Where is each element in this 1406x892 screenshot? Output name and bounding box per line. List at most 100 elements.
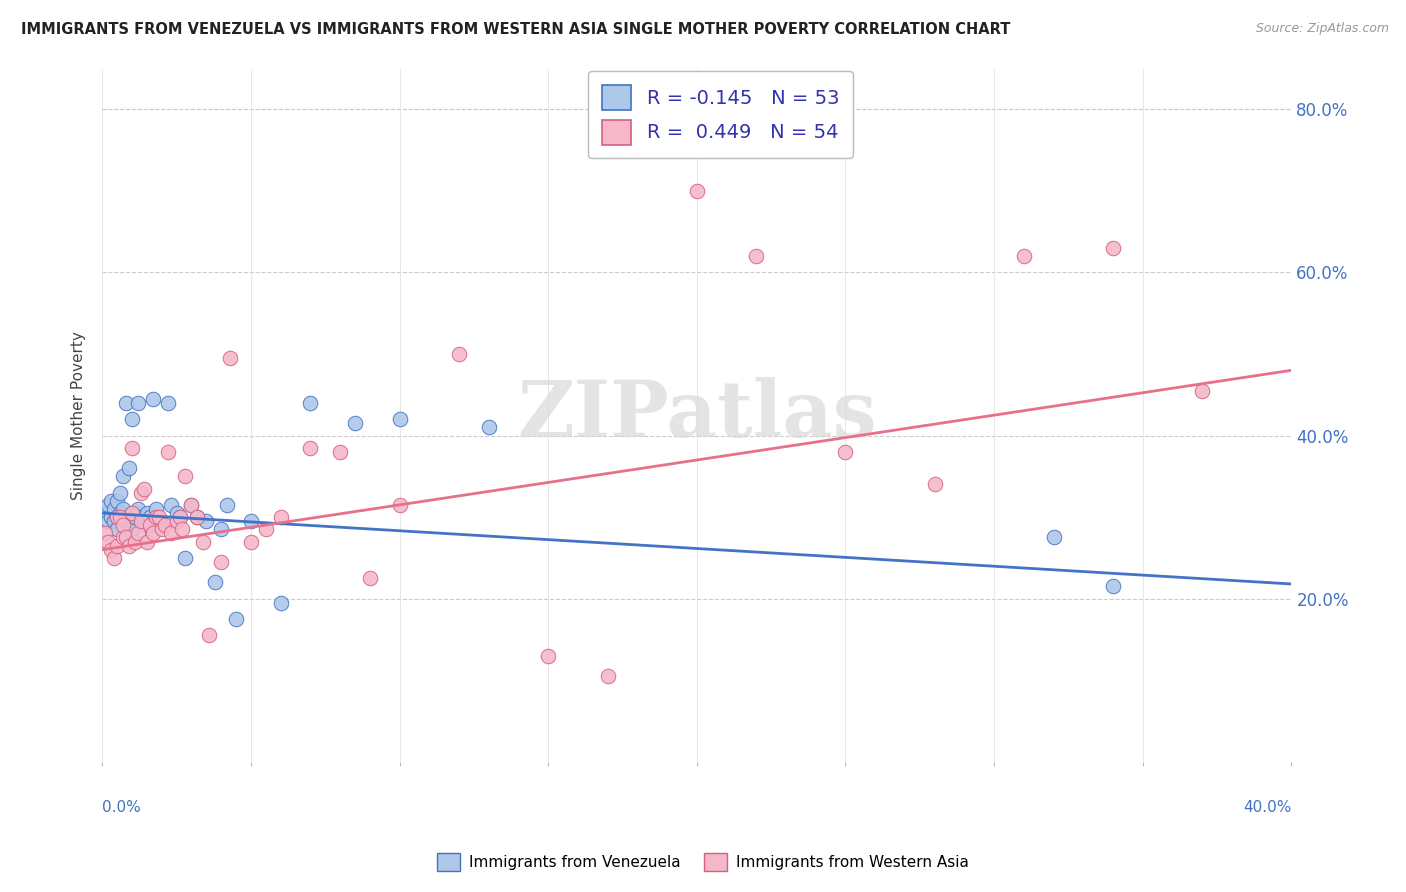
Point: [745, 249, 768, 263]
Point: [111, 531, 134, 545]
Point: [118, 461, 141, 475]
Point: [105, 539, 128, 553]
Point: [193, 534, 215, 549]
Point: [121, 506, 143, 520]
Point: [108, 510, 131, 524]
Point: [103, 502, 125, 516]
Point: [219, 351, 242, 365]
Point: [115, 531, 138, 545]
Legend: R = -0.145   N = 53, R =  0.449   N = 54: R = -0.145 N = 53, R = 0.449 N = 54: [588, 71, 853, 158]
Point: [108, 506, 131, 520]
Point: [97, 498, 120, 512]
Point: [217, 498, 239, 512]
Point: [127, 502, 149, 516]
Point: [159, 498, 181, 512]
Text: 0.0%: 0.0%: [103, 800, 141, 815]
Text: Source: ZipAtlas.com: Source: ZipAtlas.com: [1256, 22, 1389, 36]
Point: [135, 506, 157, 520]
Point: [180, 498, 202, 512]
Point: [537, 648, 560, 663]
Point: [150, 522, 173, 536]
Point: [166, 514, 188, 528]
Point: [105, 510, 128, 524]
Point: [100, 493, 122, 508]
Point: [145, 510, 167, 524]
Point: [186, 510, 208, 524]
Point: [834, 445, 856, 459]
Point: [254, 522, 277, 536]
Point: [115, 514, 138, 528]
Y-axis label: Single Mother Poverty: Single Mother Poverty: [72, 331, 86, 500]
Point: [111, 502, 134, 516]
Point: [145, 502, 167, 516]
Point: [209, 522, 232, 536]
Point: [118, 510, 141, 524]
Point: [186, 510, 208, 524]
Point: [121, 522, 143, 536]
Point: [166, 506, 188, 520]
Point: [174, 550, 197, 565]
Point: [209, 555, 232, 569]
Point: [924, 477, 946, 491]
Point: [127, 396, 149, 410]
Point: [299, 396, 322, 410]
Point: [204, 575, 226, 590]
Point: [121, 506, 143, 520]
Point: [97, 534, 120, 549]
Point: [115, 396, 138, 410]
Point: [1042, 531, 1064, 545]
Point: [94, 506, 117, 520]
Point: [111, 518, 134, 533]
Point: [270, 510, 292, 524]
Point: [124, 510, 146, 524]
Point: [103, 514, 125, 528]
Point: [108, 485, 131, 500]
Point: [198, 628, 221, 642]
Point: [135, 534, 157, 549]
Point: [299, 441, 322, 455]
Point: [127, 526, 149, 541]
Point: [132, 482, 155, 496]
Point: [100, 542, 122, 557]
Point: [478, 420, 501, 434]
Point: [124, 534, 146, 549]
Point: [111, 469, 134, 483]
Point: [121, 412, 143, 426]
Point: [195, 514, 218, 528]
Point: [105, 510, 128, 524]
Point: [447, 347, 470, 361]
Point: [270, 596, 292, 610]
Text: IMMIGRANTS FROM VENEZUELA VS IMMIGRANTS FROM WESTERN ASIA SINGLE MOTHER POVERTY : IMMIGRANTS FROM VENEZUELA VS IMMIGRANTS …: [21, 22, 1011, 37]
Point: [343, 417, 366, 431]
Point: [156, 396, 179, 410]
Point: [180, 498, 202, 512]
Point: [1102, 579, 1125, 593]
Point: [129, 514, 152, 528]
Point: [239, 534, 262, 549]
Point: [1012, 249, 1035, 263]
Point: [97, 514, 120, 528]
Point: [388, 498, 411, 512]
Point: [148, 510, 170, 524]
Point: [139, 510, 162, 524]
Point: [94, 526, 117, 541]
Point: [105, 522, 128, 536]
Point: [132, 510, 155, 524]
Point: [142, 392, 165, 406]
Point: [103, 550, 125, 565]
Point: [139, 518, 162, 533]
Point: [142, 526, 165, 541]
Point: [159, 526, 181, 541]
Point: [105, 493, 128, 508]
Point: [388, 412, 411, 426]
Point: [100, 510, 122, 524]
Text: ZIPatlas: ZIPatlas: [517, 377, 877, 453]
Point: [148, 514, 170, 528]
Point: [169, 510, 191, 524]
Point: [1191, 384, 1213, 398]
Point: [359, 571, 381, 585]
Text: 40.0%: 40.0%: [1243, 800, 1292, 815]
Point: [225, 612, 247, 626]
Point: [239, 514, 262, 528]
Point: [596, 669, 619, 683]
